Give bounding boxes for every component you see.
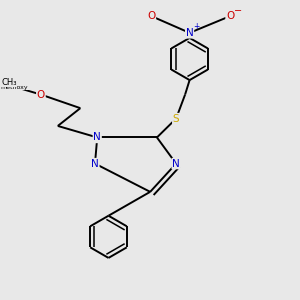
Text: −: − bbox=[234, 6, 242, 16]
Text: N: N bbox=[186, 28, 194, 38]
Text: O: O bbox=[147, 11, 155, 21]
Text: methoxy: methoxy bbox=[1, 85, 28, 90]
Text: N: N bbox=[93, 132, 101, 142]
Text: S: S bbox=[173, 114, 179, 124]
Text: CH₃: CH₃ bbox=[2, 77, 17, 86]
Text: +: + bbox=[193, 22, 199, 31]
Text: O: O bbox=[37, 90, 45, 100]
Text: N: N bbox=[172, 159, 180, 169]
Text: O: O bbox=[226, 11, 234, 21]
Text: N: N bbox=[91, 159, 99, 169]
